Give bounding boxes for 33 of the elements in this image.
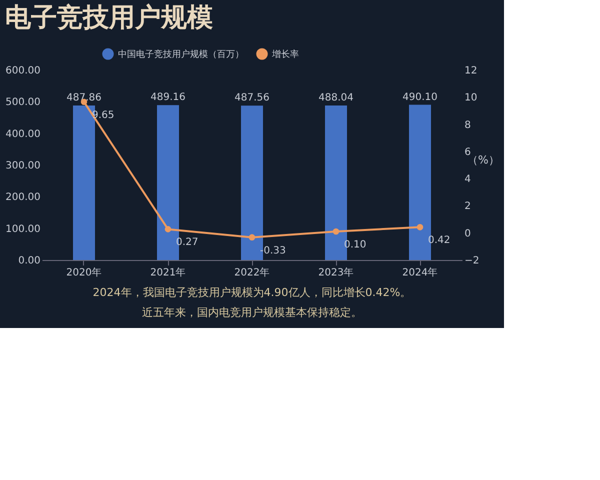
y-tick-label: 400.00 (6, 128, 40, 140)
text: 近五年来，国内电竞用户规模基本保持稳定。 (142, 306, 362, 319)
y2-tick-label: 10 (464, 92, 478, 104)
point (248, 234, 256, 240)
y2-tick-label: 0 (464, 228, 471, 240)
y-tick-label: 0.00 (18, 256, 40, 266)
y-tick-label: 200.00 (6, 192, 40, 204)
x-tick-label: 2021年 (150, 266, 186, 278)
y2-tick-label: −2 (464, 256, 480, 266)
y-tick-label: 600.00 (6, 66, 40, 76)
y2-tick-label: 4 (464, 174, 471, 186)
point (164, 226, 172, 232)
data-label: 487.86 (66, 92, 102, 104)
chart-title: 电子竞技用户规模 (5, 3, 214, 33)
x-tick-label: 2024年 (402, 266, 438, 278)
x-tick-label: 2022年 (234, 266, 270, 278)
legend-label: 中国电子竞技用户规模（百万） (118, 49, 244, 60)
data-label: 489.16 (150, 92, 186, 104)
y-tick-label: 300.00 (6, 160, 40, 172)
data-label: 488.04 (318, 92, 354, 104)
y-tick-label: 100.00 (6, 224, 40, 235)
y2-tick-label: 12 (464, 66, 478, 76)
data-label: 490.10 (402, 92, 438, 103)
legend-label: 增长率 (271, 49, 299, 60)
text: 2024年，我国电子竞技用户规模为4.90亿人，同比增长0.42%。 (92, 286, 412, 299)
x-tick-label: 2023年 (318, 266, 354, 278)
y-tick-label: 500.00 (6, 97, 40, 108)
y2-tick-label: 8 (464, 120, 471, 131)
y2-tick-label: 2 (464, 201, 471, 212)
point (416, 224, 424, 230)
x-tick-label: 2020年 (66, 266, 102, 278)
point (332, 228, 340, 235)
data-label: 487.56 (234, 92, 270, 104)
